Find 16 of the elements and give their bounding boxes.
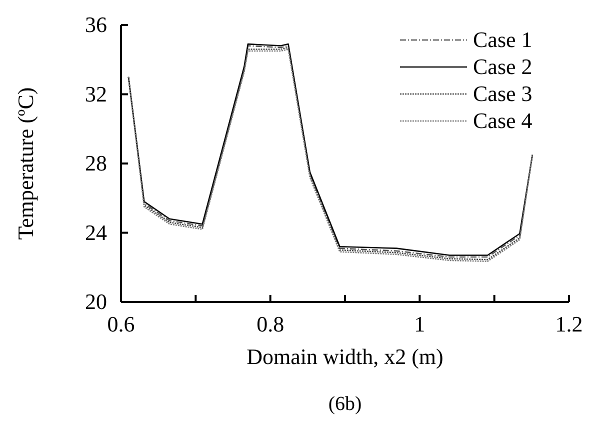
- x-tick-label: 0.6: [107, 312, 135, 337]
- legend-label: Case 2: [473, 54, 532, 79]
- x-tick-label: 1: [414, 312, 426, 337]
- legend-label: Case 3: [473, 81, 532, 106]
- x-tick-label: 1.2: [555, 312, 583, 337]
- y-tick-label: 28: [85, 150, 107, 176]
- y-tick-label: 24: [85, 220, 107, 245]
- y-tick-label: 20: [85, 289, 107, 314]
- x-axis-title: Domain width, x2 (m): [246, 344, 444, 369]
- y-tick-label: 32: [85, 81, 107, 106]
- x-tick-label: 0.8: [256, 312, 284, 337]
- legend-label: Case 1: [473, 27, 532, 52]
- text: (6b): [328, 393, 362, 415]
- y-tick-label: 36: [85, 12, 107, 38]
- legend-label: Case 4: [473, 108, 532, 133]
- y-axis-title: Temperature (ºC): [13, 87, 38, 240]
